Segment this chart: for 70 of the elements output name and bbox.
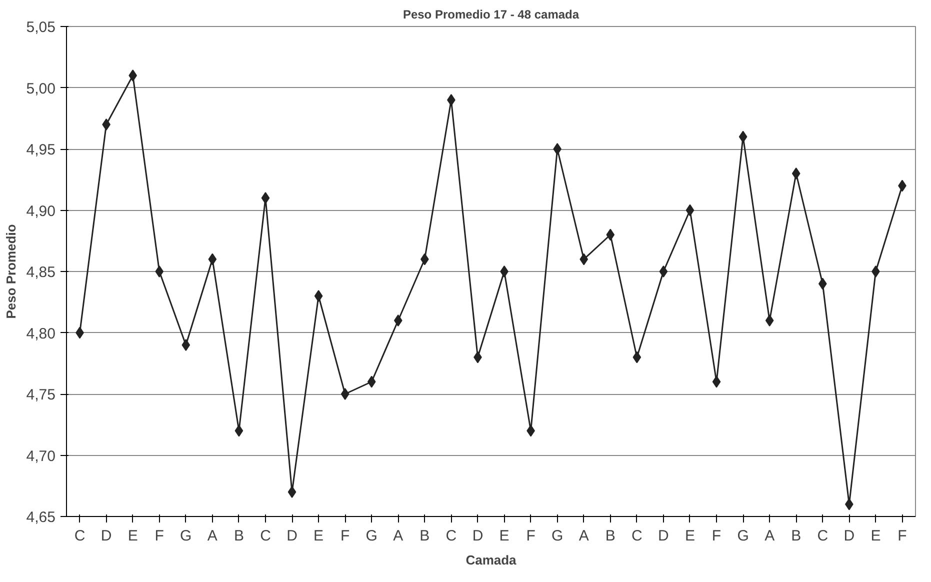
y-tick-label: 4,90 <box>26 202 56 220</box>
point <box>314 290 323 302</box>
x-tick-label: F <box>712 528 722 544</box>
x-tick-label: C <box>817 528 828 544</box>
x-axis-title: Camada <box>466 552 518 568</box>
x-tick-label: A <box>393 528 404 544</box>
chart-title: Peso Promedio 17 - 48 camada <box>402 8 580 22</box>
point <box>659 266 668 278</box>
point <box>261 192 270 204</box>
x-tick-label: A <box>207 528 218 544</box>
point <box>765 314 774 326</box>
x-tick-label: F <box>154 528 164 544</box>
x-tick-label: B <box>605 528 616 544</box>
point <box>712 376 721 388</box>
x-tick-label: C <box>632 528 643 544</box>
point <box>500 266 508 278</box>
x-tick-label: F <box>340 528 350 544</box>
y-tick-label: 4,85 <box>26 264 56 281</box>
x-tick-label: A <box>764 528 775 544</box>
x-tick-label: G <box>737 528 749 544</box>
x-tick-label: B <box>791 528 802 544</box>
y-tick-label: 4,75 <box>26 386 56 404</box>
point <box>234 424 244 437</box>
point <box>632 351 642 364</box>
x-tick-label: C <box>446 528 457 544</box>
x-tick-label: C <box>74 528 86 544</box>
point <box>288 486 296 498</box>
x-tick-label: G <box>366 528 378 544</box>
x-tick-label: G <box>180 528 192 544</box>
point <box>606 228 615 241</box>
x-tick-label: F <box>526 528 536 544</box>
y-axis-title: Peso Promedio <box>3 224 18 319</box>
x-tick-label: E <box>128 528 138 544</box>
x-tick-label: B <box>234 528 244 544</box>
point <box>182 339 190 351</box>
y-tick-label: 4,80 <box>26 325 56 342</box>
x-tick-label: B <box>420 528 430 544</box>
x-tick-label: C <box>260 528 272 544</box>
x-tick-label: E <box>684 528 695 544</box>
point <box>367 376 376 388</box>
x-tick-label: D <box>472 528 484 544</box>
x-tick-label: D <box>844 528 855 544</box>
x-tick-label: D <box>658 528 670 544</box>
point <box>872 266 880 278</box>
point <box>208 253 217 266</box>
point <box>792 168 800 180</box>
point <box>553 143 562 155</box>
x-tick-label: D <box>100 528 112 544</box>
y-tick-label: 4,70 <box>26 448 56 465</box>
x-tick-label: E <box>499 528 510 544</box>
y-tick-label: 5,00 <box>26 80 56 98</box>
point <box>102 118 110 130</box>
point <box>394 314 402 326</box>
y-tick-label: 4,95 <box>26 142 56 158</box>
x-tick-label: E <box>870 528 881 544</box>
point <box>340 388 350 400</box>
y-tick-label: 4,65 <box>26 509 56 526</box>
y-tick-label: 5,05 <box>26 19 56 36</box>
x-tick-label: E <box>314 528 324 544</box>
point <box>128 70 137 82</box>
point <box>155 266 164 278</box>
point <box>738 130 748 143</box>
point <box>580 253 588 266</box>
x-tick-label: G <box>551 528 564 544</box>
x-tick-label: F <box>898 528 907 544</box>
point <box>818 278 827 290</box>
x-tick-label: D <box>286 528 298 544</box>
x-tick-label: A <box>578 528 589 544</box>
point <box>447 94 456 106</box>
point <box>686 204 694 216</box>
